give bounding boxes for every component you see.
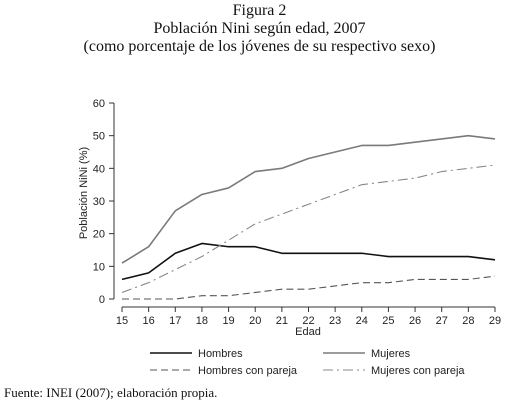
- y-tick-label: 0: [99, 294, 105, 306]
- x-tick-label: 25: [382, 315, 394, 327]
- legend-label-2: Hombres con pareja: [198, 365, 298, 377]
- x-tick-label: 20: [249, 315, 261, 327]
- figure-title: Población Nini según edad, 2007: [153, 20, 366, 37]
- series-line-1: [121, 134, 496, 264]
- x-tick-label: 15: [116, 315, 128, 327]
- y-tick-label: 30: [93, 196, 105, 208]
- source-note: Fuente: INEI (2007); elaboración propia.: [4, 385, 218, 400]
- legend-label-1: Mujeres: [371, 348, 411, 360]
- y-tick-label: 50: [93, 131, 105, 143]
- chart-axes: 0 10 20 30 40 50 60 15 16 17 18 19 20 21 22 23 24 25 26 27 2…: [93, 98, 501, 327]
- figure-label: Figura 2: [232, 2, 287, 19]
- x-tick-label: 18: [196, 315, 208, 327]
- chart-legend: Hombres Mujeres Hombres con pareja Mujeres …: [150, 348, 465, 377]
- x-tick-label: 16: [143, 315, 155, 327]
- chart-series: [121, 134, 496, 300]
- x-tick-label: 24: [356, 315, 368, 327]
- x-axis-label: Edad: [295, 326, 321, 338]
- y-axis-label: Población NiNi (%): [78, 147, 90, 239]
- y-tick-label: 20: [93, 229, 105, 241]
- y-tick-label: 10: [93, 261, 105, 273]
- x-tick-label: 28: [462, 315, 474, 327]
- x-tick-label: 21: [276, 315, 288, 327]
- x-tick-label: 23: [329, 315, 341, 327]
- series-line-3: [121, 164, 496, 293]
- x-tick-label: 29: [489, 315, 501, 327]
- legend-label-3: Mujeres con pareja: [371, 365, 465, 377]
- x-tick-label: 19: [222, 315, 234, 327]
- x-tick-label: 26: [409, 315, 421, 327]
- x-tick-label: 22: [302, 315, 314, 327]
- x-tick-label: 27: [436, 315, 448, 327]
- y-tick-label: 60: [93, 98, 105, 110]
- series-line-2: [122, 275, 496, 300]
- series-line-0: [121, 242, 496, 281]
- y-tick-label: 40: [93, 163, 105, 175]
- legend-label-0: Hombres: [198, 348, 243, 360]
- figure-subtitle: (como porcentaje de los jóvenes de su re…: [83, 38, 436, 55]
- x-tick-label: 17: [169, 315, 181, 327]
